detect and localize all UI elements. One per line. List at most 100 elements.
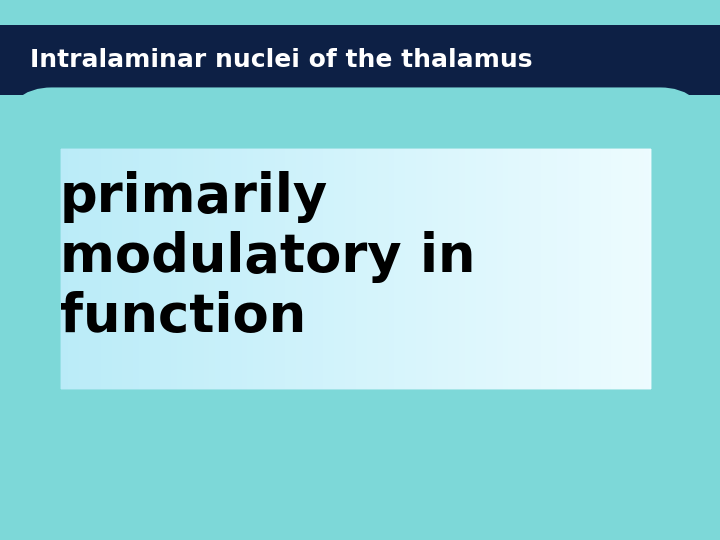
- Bar: [459, 118, 465, 420]
- Bar: [41, 118, 47, 420]
- Bar: [128, 118, 134, 420]
- Bar: [52, 118, 58, 420]
- Bar: [296, 118, 302, 420]
- Bar: [410, 118, 416, 420]
- Bar: [225, 118, 232, 420]
- Bar: [503, 118, 508, 420]
- Bar: [57, 118, 63, 420]
- Bar: [166, 118, 172, 420]
- Bar: [454, 118, 460, 420]
- Bar: [182, 118, 188, 420]
- Bar: [356, 118, 362, 420]
- Bar: [176, 118, 183, 420]
- Bar: [606, 118, 612, 420]
- Bar: [63, 118, 68, 420]
- Bar: [438, 118, 444, 420]
- Bar: [535, 118, 541, 420]
- Bar: [660, 118, 666, 420]
- Bar: [666, 118, 672, 420]
- Bar: [231, 118, 237, 420]
- Bar: [541, 118, 546, 420]
- Bar: [644, 118, 650, 420]
- Bar: [432, 118, 438, 420]
- Bar: [649, 118, 655, 420]
- Bar: [367, 118, 373, 420]
- Bar: [677, 118, 683, 420]
- Bar: [443, 118, 449, 420]
- Bar: [372, 118, 378, 420]
- Bar: [579, 118, 585, 420]
- Bar: [171, 118, 177, 420]
- Bar: [584, 118, 590, 420]
- Bar: [654, 118, 661, 420]
- Bar: [340, 118, 346, 420]
- Bar: [617, 118, 623, 420]
- Bar: [622, 118, 628, 420]
- Bar: [492, 118, 498, 420]
- Bar: [101, 118, 107, 420]
- Bar: [573, 118, 580, 420]
- Bar: [361, 118, 367, 420]
- Bar: [400, 118, 405, 420]
- Bar: [117, 118, 123, 420]
- Text: primarily
modulatory in
function: primarily modulatory in function: [60, 171, 475, 343]
- Bar: [334, 118, 340, 420]
- Bar: [415, 118, 422, 420]
- Bar: [552, 118, 557, 420]
- Bar: [351, 118, 356, 420]
- Bar: [133, 118, 139, 420]
- Bar: [546, 118, 552, 420]
- Bar: [264, 118, 269, 420]
- Bar: [671, 118, 677, 420]
- Bar: [639, 118, 644, 420]
- Bar: [633, 118, 639, 420]
- Bar: [269, 118, 275, 420]
- Bar: [568, 118, 574, 420]
- Bar: [46, 118, 53, 420]
- Bar: [329, 118, 335, 420]
- Bar: [557, 118, 563, 420]
- Bar: [280, 118, 286, 420]
- Bar: [204, 118, 210, 420]
- Bar: [112, 118, 117, 420]
- Bar: [73, 118, 79, 420]
- Bar: [530, 118, 536, 420]
- Bar: [487, 118, 492, 420]
- Bar: [481, 118, 487, 420]
- Bar: [421, 118, 427, 420]
- Bar: [236, 118, 243, 420]
- Bar: [0, 25, 720, 95]
- Bar: [90, 118, 96, 420]
- Bar: [30, 118, 36, 420]
- Bar: [199, 118, 204, 420]
- Bar: [155, 118, 161, 420]
- Bar: [470, 118, 476, 420]
- Bar: [449, 118, 454, 420]
- Bar: [285, 118, 292, 420]
- Bar: [389, 118, 395, 420]
- Bar: [193, 118, 199, 420]
- Bar: [519, 118, 525, 420]
- Bar: [215, 118, 220, 420]
- Bar: [274, 118, 280, 420]
- Bar: [318, 118, 324, 420]
- Bar: [79, 118, 85, 420]
- Bar: [323, 118, 329, 420]
- Bar: [122, 118, 128, 420]
- Bar: [291, 118, 297, 420]
- Bar: [95, 118, 101, 420]
- Bar: [383, 118, 389, 420]
- Bar: [139, 118, 145, 420]
- Bar: [258, 118, 264, 420]
- Bar: [161, 118, 166, 420]
- Bar: [248, 118, 253, 420]
- Bar: [475, 118, 482, 420]
- Bar: [600, 118, 606, 420]
- Bar: [405, 118, 411, 420]
- Bar: [312, 118, 318, 420]
- Text: Intralaminar nuclei of the thalamus: Intralaminar nuclei of the thalamus: [30, 48, 533, 72]
- Bar: [35, 118, 41, 420]
- Bar: [220, 118, 226, 420]
- Bar: [590, 118, 595, 420]
- Bar: [524, 118, 531, 420]
